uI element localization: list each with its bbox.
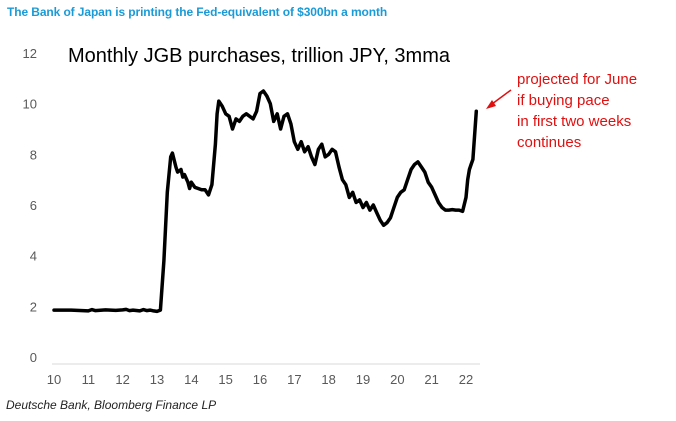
- y-tick-label: 4: [30, 249, 37, 264]
- x-tick-label: 10: [47, 372, 61, 387]
- annotation-arrowhead: [486, 100, 496, 109]
- source-note: Deutsche Bank, Bloomberg Finance LP: [6, 398, 217, 412]
- y-tick-label: 12: [23, 46, 37, 61]
- chart-title: Monthly JGB purchases, trillion JPY, 3mm…: [68, 45, 451, 67]
- x-tick-label: 14: [184, 372, 198, 387]
- annotation-arrow: [491, 89, 512, 105]
- x-tick-label: 17: [287, 372, 301, 387]
- y-tick-label: 10: [23, 97, 37, 112]
- x-tick-label: 11: [82, 372, 96, 387]
- annotation-line-1: projected for June: [517, 71, 637, 88]
- annotation-line-3: in first two weeks: [517, 113, 631, 130]
- y-tick-label: 6: [30, 198, 37, 213]
- x-axis: 10 11 12 13 14 15 16 17 18 19 20 21 22: [47, 372, 473, 387]
- x-tick-label: 13: [150, 372, 164, 387]
- chart-headline: The Bank of Japan is printing the Fed-eq…: [7, 5, 388, 19]
- x-tick-label: 21: [424, 372, 438, 387]
- y-tick-label: 8: [30, 147, 37, 162]
- y-tick-label: 2: [30, 299, 37, 314]
- series-line: [52, 89, 479, 314]
- x-tick-label: 22: [459, 372, 473, 387]
- x-tick-label: 16: [253, 372, 267, 387]
- x-tick-label: 15: [218, 372, 232, 387]
- x-tick-label: 20: [390, 372, 404, 387]
- x-tick-label: 19: [356, 372, 370, 387]
- x-tick-label: 18: [321, 372, 335, 387]
- annotation-line-4: continues: [517, 134, 581, 151]
- projection-annotation: projected for June if buying pace in fir…: [486, 71, 637, 151]
- x-tick-label: 12: [115, 372, 129, 387]
- y-tick-label: 0: [30, 350, 37, 365]
- y-axis: 0 2 4 6 8 10 12: [23, 46, 37, 365]
- annotation-line-2: if buying pace: [517, 92, 610, 109]
